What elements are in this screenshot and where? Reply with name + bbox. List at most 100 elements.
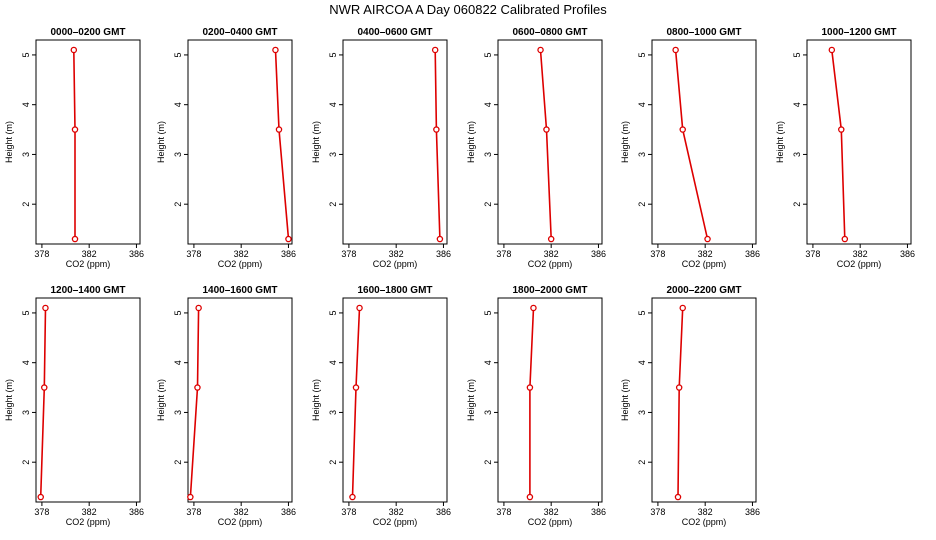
panel: 0600–0800 GMT 378 382 386 CO2 (ppm) 2 3 4 5 Heigh…	[466, 27, 606, 269]
profile-line	[274, 49, 290, 240]
y-axis-label: Height (m)	[311, 121, 321, 163]
data-point	[272, 46, 279, 54]
x-tick-label: 382	[82, 249, 97, 259]
data-point	[672, 46, 679, 54]
y-tick-label: 3	[21, 410, 31, 415]
data-point	[41, 384, 48, 391]
plot-frame	[806, 39, 912, 245]
data-point	[71, 235, 79, 243]
x-tick-label: 382	[698, 507, 713, 517]
y-axis-label: Height (m)	[775, 121, 785, 163]
plot-frame	[342, 297, 448, 503]
y-tick-label: 4	[173, 102, 183, 107]
x-axis-label: CO2 (ppm)	[528, 259, 573, 269]
panel-title: 1200–1400 GMT	[50, 285, 125, 296]
x-tick-label: 378	[650, 507, 665, 517]
x-tick-label: 382	[698, 249, 713, 259]
data-point	[275, 126, 283, 133]
panel-title: 0800–1000 GMT	[666, 27, 741, 38]
panel: 1000–1200 GMT 378 382 386 CO2 (ppm) 2 3 4 5 Heigh…	[775, 27, 915, 269]
data-point	[194, 384, 201, 391]
data-point	[530, 304, 537, 312]
profile-line	[677, 307, 684, 498]
x-tick-label: 378	[186, 249, 201, 259]
x-axis-label: CO2 (ppm)	[373, 517, 418, 527]
panel-title: 1400–1600 GMT	[202, 285, 277, 296]
figure-title: NWR AIRCOA A Day 060822 Calibrated Profi…	[329, 2, 607, 17]
y-axis-label: Height (m)	[4, 379, 14, 421]
y-tick-label: 3	[637, 152, 647, 157]
y-tick-label: 3	[483, 152, 493, 157]
data-point	[838, 126, 845, 133]
x-tick-label: 378	[34, 249, 49, 259]
panel: 2000–2200 GMT 378 382 386 CO2 (ppm) 2 3 4 5 Heigh…	[620, 285, 760, 527]
x-tick-label: 378	[34, 507, 49, 517]
data-point	[70, 46, 78, 54]
y-tick-label: 5	[173, 310, 183, 315]
x-tick-label: 382	[544, 249, 559, 259]
data-point	[433, 126, 440, 133]
x-axis-label: CO2 (ppm)	[682, 259, 727, 269]
panel-title: 0400–0600 GMT	[357, 27, 432, 38]
x-tick-label: 378	[650, 249, 665, 259]
x-tick-label: 386	[591, 249, 606, 259]
plot-frame	[651, 297, 757, 503]
y-tick-label: 2	[483, 460, 493, 465]
plot-frame	[187, 39, 293, 245]
plot-frame	[651, 39, 757, 245]
panel-grid: 0000–0200 GMT 378 382 386 CO2 (ppm) 2 3 4 5 Heigh…	[4, 27, 915, 527]
panel: 1600–1800 GMT 378 382 386 CO2 (ppm) 2 3 4 5 Heigh…	[311, 285, 451, 527]
data-point	[526, 493, 534, 501]
y-axis-label: Height (m)	[466, 379, 476, 421]
y-tick-label: 3	[328, 410, 338, 415]
y-tick-label: 5	[328, 310, 338, 315]
x-tick-label: 386	[745, 249, 760, 259]
y-tick-label: 2	[328, 460, 338, 465]
x-tick-label: 386	[129, 507, 144, 517]
y-axis-label: Height (m)	[156, 379, 166, 421]
data-point	[71, 126, 79, 133]
data-point	[187, 493, 194, 501]
profile-line	[674, 49, 709, 240]
panel-title: 0200–0400 GMT	[202, 27, 277, 38]
panel-title: 0000–0200 GMT	[50, 27, 125, 38]
data-point	[543, 126, 550, 133]
data-point	[526, 384, 534, 391]
x-tick-label: 382	[82, 507, 97, 517]
panel: 0200–0400 GMT 378 382 386 CO2 (ppm) 2 3 4 5 Heigh…	[156, 27, 296, 269]
y-tick-label: 4	[328, 360, 338, 365]
x-tick-label: 386	[436, 507, 451, 517]
x-tick-label: 378	[341, 507, 356, 517]
y-tick-label: 5	[21, 52, 31, 57]
x-tick-label: 386	[281, 507, 296, 517]
x-axis-label: CO2 (ppm)	[373, 259, 418, 269]
x-axis-label: CO2 (ppm)	[682, 517, 727, 527]
profile-line	[831, 49, 846, 240]
panel-title: 2000–2200 GMT	[666, 285, 741, 296]
x-axis-label: CO2 (ppm)	[528, 517, 573, 527]
y-tick-label: 3	[21, 152, 31, 157]
data-point	[537, 46, 544, 54]
x-tick-label: 382	[389, 507, 404, 517]
y-tick-label: 3	[792, 152, 802, 157]
data-point	[675, 384, 683, 391]
y-tick-label: 5	[792, 52, 802, 57]
y-tick-label: 2	[21, 460, 31, 465]
y-tick-label: 2	[173, 202, 183, 207]
plot-frame	[187, 297, 293, 503]
profile-line	[73, 49, 76, 239]
y-tick-label: 4	[173, 360, 183, 365]
panel: 1400–1600 GMT 378 382 386 CO2 (ppm) 2 3 4 5 Heigh…	[156, 285, 296, 527]
profile-line	[529, 307, 535, 497]
data-point	[42, 304, 49, 312]
profile-line	[39, 307, 47, 498]
y-tick-label: 4	[328, 102, 338, 107]
panel: 0800–1000 GMT 378 382 386 CO2 (ppm) 2 3 4 5 Heigh…	[620, 27, 760, 269]
y-tick-label: 5	[637, 52, 647, 57]
y-tick-label: 4	[21, 360, 31, 365]
y-axis-label: Height (m)	[620, 379, 630, 421]
y-tick-label: 2	[637, 460, 647, 465]
x-tick-label: 378	[496, 507, 511, 517]
x-tick-label: 386	[591, 507, 606, 517]
plot-frame	[497, 39, 603, 245]
